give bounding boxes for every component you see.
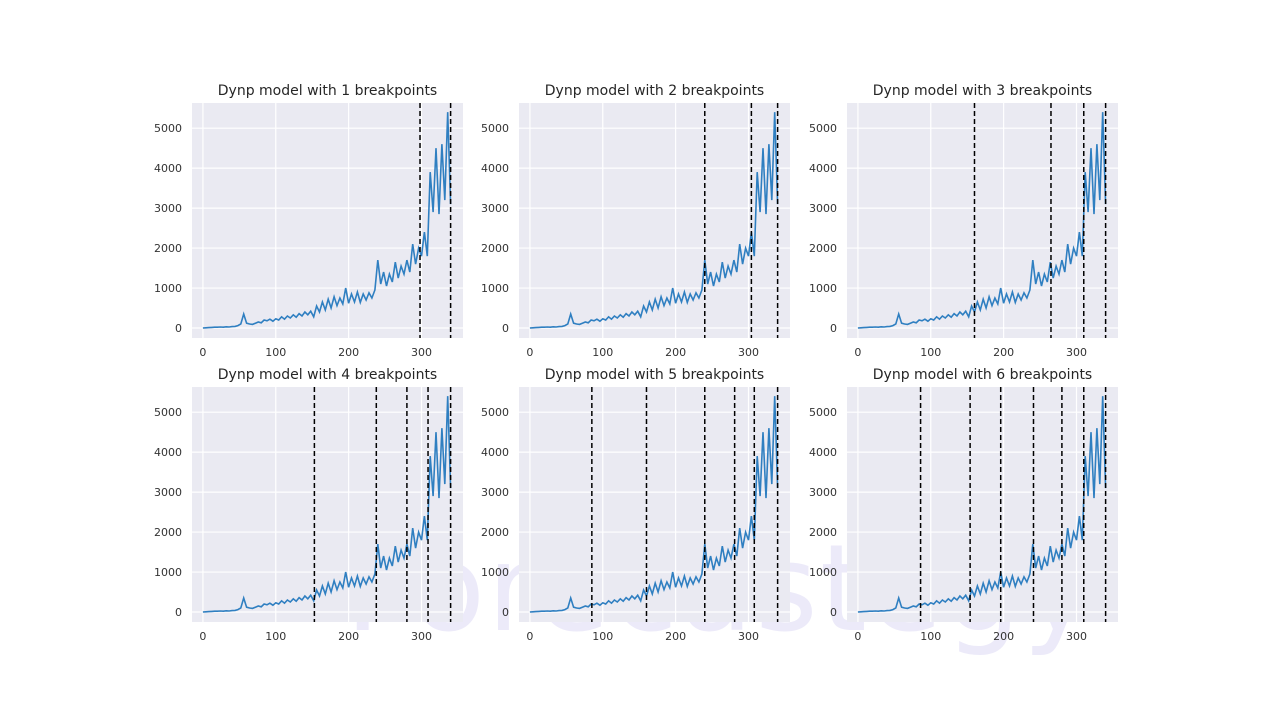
x-tick-label: 0 <box>199 346 206 359</box>
y-tick-label: 1000 <box>809 566 837 579</box>
x-tick-label: 100 <box>920 346 941 359</box>
y-tick-label: 2000 <box>481 526 509 539</box>
subplot-title: Dynp model with 1 breakpoints <box>218 83 437 99</box>
y-tick-label: 3000 <box>154 202 182 215</box>
x-tick-label: 200 <box>338 346 359 359</box>
y-tick-label: 1000 <box>154 566 182 579</box>
y-tick-label: 1000 <box>154 282 182 295</box>
y-tick-label: 1000 <box>481 282 509 295</box>
x-tick-label: 100 <box>265 346 286 359</box>
y-tick-label: 3000 <box>809 202 837 215</box>
series-line <box>857 396 1107 613</box>
x-tick-label: 200 <box>993 346 1014 359</box>
x-tick-label: 0 <box>526 630 533 643</box>
y-tick-label: 5000 <box>154 122 182 135</box>
subplot-title: Dynp model with 5 breakpoints <box>545 367 764 383</box>
y-tick-label: 3000 <box>481 486 509 499</box>
x-tick-label: 300 <box>738 346 759 359</box>
x-tick-label: 300 <box>1066 346 1087 359</box>
series-line <box>202 112 452 329</box>
y-tick-label: 1000 <box>481 566 509 579</box>
y-tick-label: 0 <box>830 606 837 619</box>
y-tick-label: 3000 <box>481 202 509 215</box>
y-tick-label: 4000 <box>154 446 182 459</box>
y-tick-label: 1000 <box>809 282 837 295</box>
x-tick-label: 300 <box>411 346 432 359</box>
subplot-title: Dynp model with 6 breakpoints <box>873 367 1092 383</box>
x-tick-label: 0 <box>199 630 206 643</box>
x-tick-label: 100 <box>920 630 941 643</box>
y-tick-label: 0 <box>175 606 182 619</box>
y-tick-label: 2000 <box>154 242 182 255</box>
y-tick-label: 3000 <box>809 486 837 499</box>
y-tick-label: 2000 <box>154 526 182 539</box>
y-tick-label: 5000 <box>154 406 182 419</box>
y-tick-label: 4000 <box>809 162 837 175</box>
x-tick-label: 100 <box>592 630 613 643</box>
y-tick-label: 5000 <box>481 406 509 419</box>
subplot-title: Dynp model with 4 breakpoints <box>218 367 437 383</box>
x-tick-label: 300 <box>1066 630 1087 643</box>
y-tick-label: 4000 <box>481 162 509 175</box>
x-tick-label: 0 <box>854 630 861 643</box>
y-tick-label: 4000 <box>481 446 509 459</box>
y-tick-label: 2000 <box>809 242 837 255</box>
y-tick-label: 0 <box>502 606 509 619</box>
x-tick-label: 200 <box>665 346 686 359</box>
x-tick-label: 200 <box>665 630 686 643</box>
series-line <box>529 396 779 613</box>
y-tick-label: 2000 <box>481 242 509 255</box>
subplot-title: Dynp model with 2 breakpoints <box>545 83 764 99</box>
x-tick-label: 200 <box>338 630 359 643</box>
y-tick-label: 4000 <box>154 162 182 175</box>
y-tick-label: 2000 <box>809 526 837 539</box>
subplot-title: Dynp model with 3 breakpoints <box>873 83 1092 99</box>
y-tick-label: 5000 <box>809 122 837 135</box>
x-tick-label: 0 <box>526 346 533 359</box>
y-tick-label: 0 <box>502 322 509 335</box>
y-tick-label: 4000 <box>809 446 837 459</box>
x-tick-label: 100 <box>592 346 613 359</box>
x-tick-label: 100 <box>265 630 286 643</box>
y-tick-label: 0 <box>830 322 837 335</box>
y-tick-label: 3000 <box>154 486 182 499</box>
y-tick-label: 5000 <box>481 122 509 135</box>
series-line <box>529 112 779 329</box>
x-tick-label: 300 <box>738 630 759 643</box>
series-line <box>857 112 1107 329</box>
x-tick-label: 200 <box>993 630 1014 643</box>
y-tick-label: 0 <box>175 322 182 335</box>
x-tick-label: 0 <box>854 346 861 359</box>
series-line <box>202 396 452 613</box>
y-tick-label: 5000 <box>809 406 837 419</box>
x-tick-label: 300 <box>411 630 432 643</box>
